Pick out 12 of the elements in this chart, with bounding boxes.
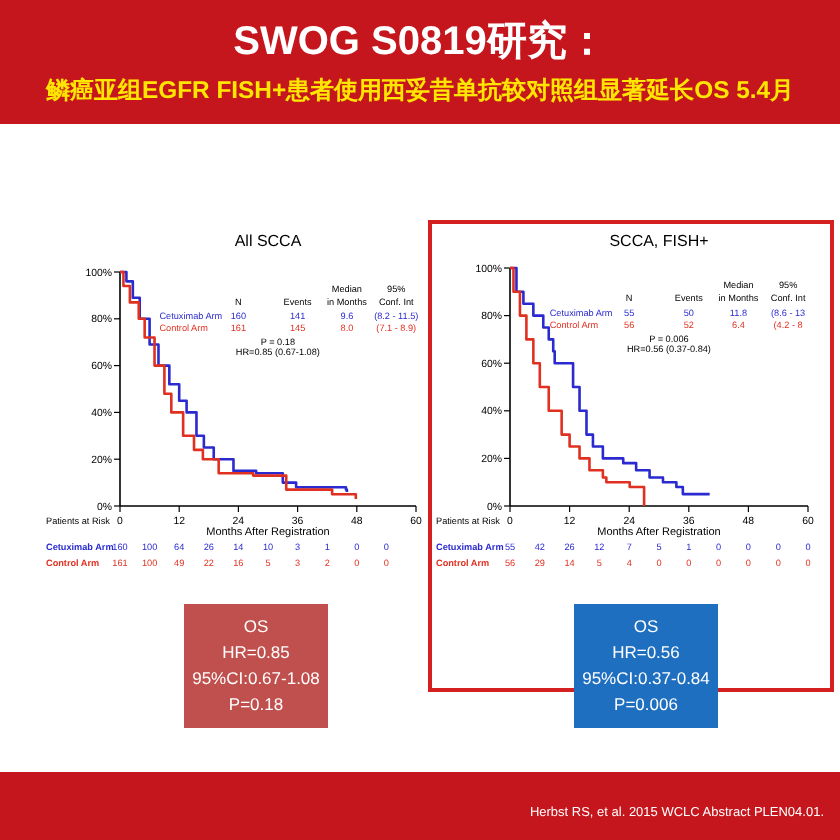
text: 95%CI:0.37-0.84 <box>582 668 711 688</box>
text: P=0.18 <box>228 694 284 714</box>
text: P=0.006 <box>614 694 679 714</box>
text: SWOG S0819研究： <box>233 18 607 64</box>
text: HR=0.56 <box>612 642 681 662</box>
chart-title: All SCCA <box>234 232 303 250</box>
chart-title: SCCA, FISH+ <box>609 232 710 250</box>
text: 鳞癌亚组EGFR FISH+患者使用西妥昔单抗较对照组显著延长OS 5.4月 <box>43 76 795 104</box>
text: OS <box>243 616 269 636</box>
text: 95%CI:0.67-1.08 <box>192 668 321 688</box>
text: HR=0.85 <box>222 642 291 662</box>
text: OS <box>633 616 659 636</box>
